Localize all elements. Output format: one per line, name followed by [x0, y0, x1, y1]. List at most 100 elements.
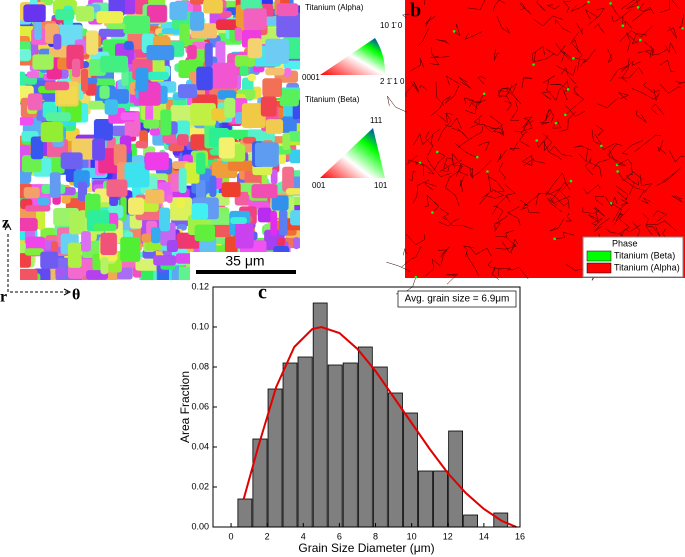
- grain-boundary: [445, 85, 460, 104]
- beta-grain: [572, 57, 575, 60]
- grain-boundary: [433, 151, 446, 171]
- legend-label: Titanium (Alpha): [614, 262, 680, 272]
- grain-boundary: [653, 210, 668, 222]
- x-tick-label: 6: [337, 531, 342, 541]
- grain-boundary: [437, 113, 452, 142]
- grain-boundary: [545, 108, 552, 122]
- grain-boundary: [548, 108, 555, 123]
- grain: [93, 119, 113, 141]
- grain: [60, 152, 83, 170]
- grain-boundary: [495, 236, 517, 250]
- grain: [227, 160, 256, 171]
- grain-boundary: [468, 166, 473, 179]
- beta-grain: [431, 211, 434, 214]
- grain-boundary: [562, 88, 568, 101]
- grain: [240, 0, 261, 11]
- grain-boundary: [667, 26, 678, 39]
- axis-indicator: θ: [72, 287, 80, 304]
- grain-boundary: [555, 43, 573, 59]
- grain-boundary: [546, 80, 568, 101]
- grain: [265, 67, 285, 76]
- grain-boundary: [521, 116, 534, 129]
- grain-boundary: [500, 87, 519, 102]
- ipf-corner: 0001: [302, 73, 320, 82]
- grain-boundary: [604, 196, 618, 207]
- grain-boundary: [659, 0, 680, 13]
- grain: [44, 81, 70, 91]
- grain: [276, 3, 299, 17]
- grain-boundary: [519, 1, 526, 11]
- grain-boundary: [469, 123, 485, 129]
- grain-boundary: [646, 225, 661, 238]
- grain-boundary: [438, 218, 459, 227]
- grain-boundary: [487, 171, 494, 193]
- grain-boundary: [405, 234, 425, 246]
- axis-arrow: [7, 234, 68, 293]
- grain-boundary: [618, 92, 630, 101]
- grain-boundary: [551, 119, 561, 129]
- grain-boundary: [583, 184, 601, 195]
- grain-boundary: [608, 149, 626, 166]
- grain-boundary: [554, 19, 571, 33]
- grain: [195, 179, 206, 200]
- grain: [290, 210, 300, 226]
- beta-grain: [566, 88, 570, 91]
- panel-label: c: [258, 282, 267, 304]
- grain: [211, 108, 227, 121]
- grain-boundary: [543, 141, 562, 161]
- grain-boundary: [611, 203, 623, 221]
- grain-boundary: [386, 261, 411, 272]
- grain: [100, 257, 109, 275]
- beta-grain: [636, 6, 640, 9]
- grain: [170, 173, 181, 192]
- grain: [210, 62, 238, 89]
- x-tick-label: 14: [479, 531, 489, 541]
- beta-grain: [486, 170, 489, 173]
- grain-boundary: [495, 215, 509, 225]
- grain-boundary: [657, 140, 666, 154]
- grain-boundary: [519, 206, 540, 214]
- grain-boundary: [489, 115, 504, 134]
- grain: [241, 103, 266, 129]
- grain: [32, 54, 54, 70]
- x-tick-label: 10: [407, 531, 417, 541]
- grain-boundary: [611, 15, 624, 26]
- grain: [196, 66, 213, 91]
- scale-bar-box: [190, 252, 300, 280]
- x-tick-label: 4: [301, 531, 306, 541]
- histogram-panel: c 0.00 0.02 0.04 0.06 0.08 0.10 0.12 0 2 4 6 8 10 12 14…: [178, 281, 525, 555]
- x-tick-label: 12: [443, 531, 453, 541]
- grain-boundary: [593, 217, 610, 232]
- grain-boundary: [458, 162, 473, 176]
- grain: [23, 4, 46, 23]
- grain-boundary: [656, 167, 682, 186]
- y-tick-label: 0.04: [191, 441, 209, 451]
- arrow-head: [4, 222, 72, 296]
- grain-boundary: [414, 160, 424, 176]
- panel-label: a: [3, 0, 13, 22]
- grain: [26, 71, 40, 79]
- bar: [312, 302, 328, 528]
- grain: [57, 86, 77, 105]
- grain-boundary: [403, 247, 408, 256]
- grain-boundary: [405, 82, 415, 97]
- y-tick-label: 0.08: [191, 361, 209, 371]
- ipf-title: Titanium (Alpha): [305, 3, 364, 12]
- grain: [45, 112, 71, 122]
- grain-boundary: [546, 197, 563, 213]
- grain: [177, 84, 198, 99]
- grain: [24, 248, 45, 256]
- grain: [176, 232, 200, 249]
- grain-boundary: [492, 205, 504, 221]
- grain-boundary: [621, 140, 643, 155]
- grain-boundary: [641, 197, 651, 204]
- grain: [30, 136, 44, 160]
- grain: [283, 68, 292, 77]
- grain-boundary: [569, 32, 579, 53]
- grain-boundary: [631, 88, 659, 100]
- grain-boundary: [520, 118, 533, 136]
- grain-boundary: [607, 143, 619, 164]
- bar: [372, 366, 388, 528]
- grain: [107, 23, 126, 30]
- grain: [154, 57, 162, 73]
